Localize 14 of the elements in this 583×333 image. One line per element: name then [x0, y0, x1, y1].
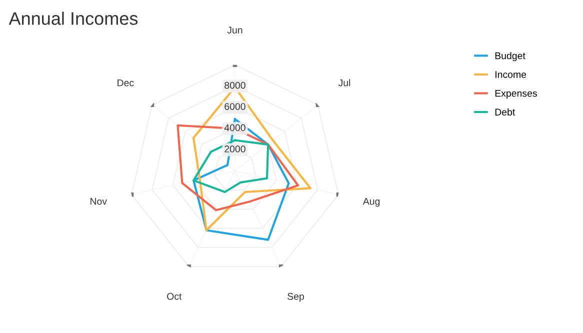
legend-label: Budget	[495, 52, 526, 62]
y-tick-label: 6000	[224, 103, 246, 110]
legend-label: Expenses	[495, 90, 537, 99]
spoke-label: Jul	[338, 79, 350, 86]
legend-label: Income	[495, 71, 526, 78]
chart-title: Annual Incomes	[8, 12, 138, 25]
spoke-label: Nov	[90, 198, 107, 205]
y-tick-label: 2000	[224, 146, 246, 152]
spoke-label: Dec	[118, 79, 134, 86]
spoke-label: Oct	[167, 292, 182, 300]
legend-label: Debt	[495, 108, 516, 116]
spoke-label: Aug	[362, 198, 380, 207]
spoke-label: Sep	[288, 292, 304, 302]
spoke-label: Jun	[227, 26, 242, 34]
